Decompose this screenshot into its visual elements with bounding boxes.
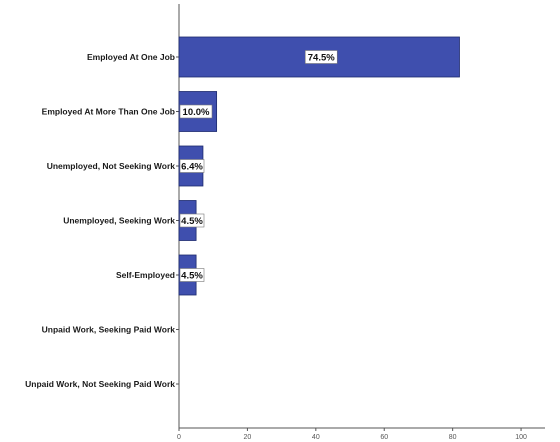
data-label-box <box>304 50 338 64</box>
x-tick-label: 20 <box>244 434 252 441</box>
data-label-box <box>179 268 205 282</box>
category-label: Unpaid Work, Seeking Paid Work <box>42 325 176 335</box>
category-label: Unemployed, Not Seeking Work <box>47 161 176 171</box>
category-label: Employed At One Job <box>87 52 175 62</box>
data-label-box <box>179 213 205 228</box>
data-label: 4.5% <box>181 271 203 282</box>
data-label-box <box>179 104 213 119</box>
x-tick-label: 60 <box>380 434 388 441</box>
data-label: 4.5% <box>181 216 203 227</box>
x-tick-label: 40 <box>312 434 320 441</box>
category-label: Employed At More Than One Job <box>42 107 175 117</box>
category-label: Unemployed, Seeking Work <box>63 216 175 226</box>
category-label: Unpaid Work, Not Seeking Paid Work <box>25 379 175 389</box>
bar <box>178 36 460 78</box>
data-label-box <box>179 159 205 173</box>
x-tick-label: 80 <box>449 434 457 441</box>
data-label: 74.5% <box>308 53 335 64</box>
data-label: 6.4% <box>181 162 203 173</box>
x-tick-label: 0 <box>177 434 181 441</box>
plot-area: 0 20 40 60 80 100 Employed At One Job 74.5% Empl… <box>25 4 545 441</box>
x-tick-label: 100 <box>515 434 527 441</box>
category-label: Self-Employed <box>116 270 175 280</box>
data-label: 10.0% <box>183 107 210 118</box>
